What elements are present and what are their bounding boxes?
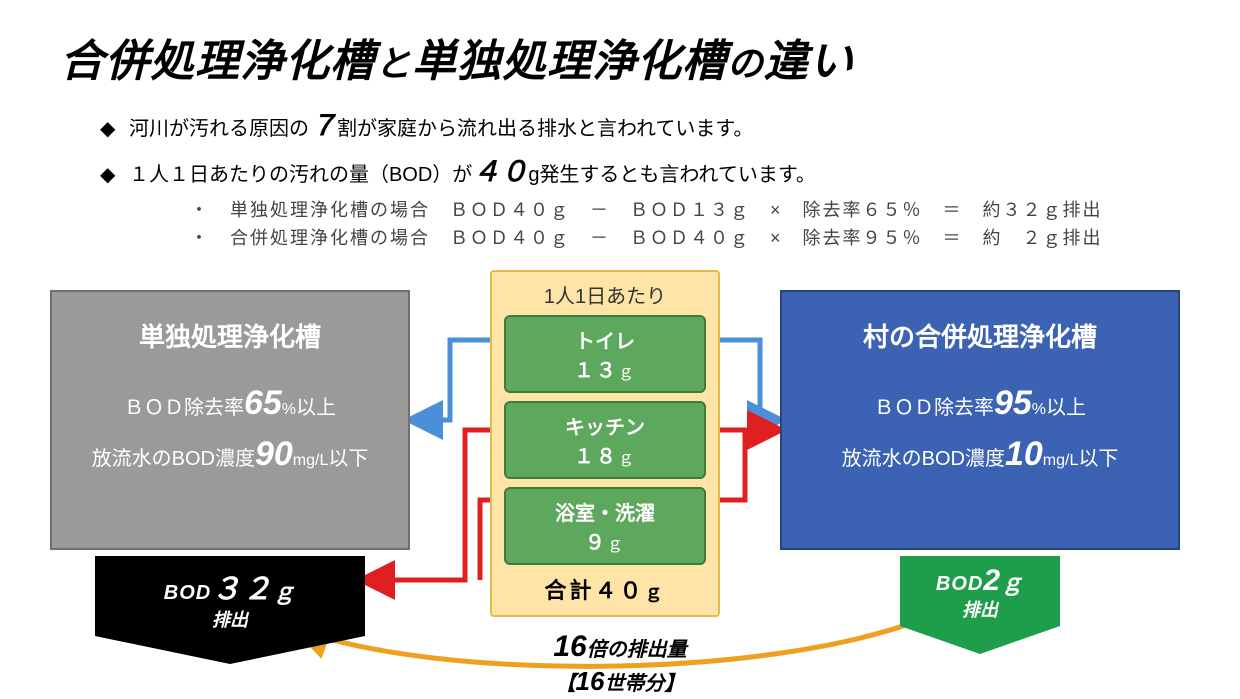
source-toilet: トイレ １３ｇ xyxy=(504,315,706,393)
left-l2-unit: mg/L xyxy=(293,452,329,469)
right-out-label: BOD xyxy=(936,573,983,595)
left-line-1: ＢＯＤ除去率65%以上 xyxy=(64,384,396,423)
source-kitchen-name: キッチン xyxy=(510,411,700,440)
left-l2-post: 以下 xyxy=(328,448,368,470)
bullet-2-em: ４０ xyxy=(472,156,528,187)
diamond-icon: ◆ xyxy=(100,164,115,186)
compare-bracket-close: 】 xyxy=(664,673,684,695)
right-line-1: ＢＯＤ除去率95%以上 xyxy=(794,384,1166,423)
compare-text: 倍の排出量 xyxy=(587,639,687,661)
right-l1-pre: ＢＯＤ除去率 xyxy=(874,397,994,419)
right-l2-big: 10 xyxy=(1005,435,1043,473)
center-total-label: 合計 xyxy=(544,578,594,603)
center-header: 1人1日あたり xyxy=(504,280,706,309)
calc-1-text: 単独処理浄化槽の場合 ＢＯＤ４０ｇ － ＢＯＤ１３ｇ × 除去率６５％ ＝ 約３… xyxy=(230,200,1103,220)
page-title: 合併処理浄化槽と単独処理浄化槽の違い xyxy=(0,0,1240,99)
left-out-unit: ｇ xyxy=(273,579,296,604)
right-line-2: 放流水のBOD濃度10mg/L以下 xyxy=(794,435,1166,474)
left-l1-pre: ＢＯＤ除去率 xyxy=(124,397,244,419)
compare-bracket-open: 【 xyxy=(556,673,576,695)
bullet-1-post: 割が家庭から流れ出る排水と言われています。 xyxy=(337,118,753,140)
left-tank-box: 単独処理浄化槽 ＢＯＤ除去率65%以上 放流水のBOD濃度90mg/L以下 xyxy=(50,290,410,550)
title-part2: 単独処理浄化槽 xyxy=(412,37,727,86)
source-kitchen-unit: ｇ xyxy=(618,450,636,467)
right-l1-post: 以上 xyxy=(1046,397,1086,419)
source-toilet-name: トイレ xyxy=(510,325,700,354)
source-bath-name: 浴室・洗濯 xyxy=(510,497,700,526)
right-l1-big: 95 xyxy=(994,384,1032,422)
left-title: 単独処理浄化槽 xyxy=(64,317,396,354)
source-toilet-val: １３ xyxy=(574,360,618,382)
center-sources-box: 1人1日あたり トイレ １３ｇ キッチン １８ｇ 浴室・洗濯 ９ｇ 合計４０ｇ xyxy=(490,270,720,617)
right-l2-post: 以下 xyxy=(1078,448,1118,470)
source-bath-unit: ｇ xyxy=(607,536,625,553)
title-part1: 合併処理浄化槽 xyxy=(60,37,375,86)
left-l1-big: 65 xyxy=(244,384,282,422)
right-out-sub: 排出 xyxy=(904,596,1056,622)
bullet-list: ◆ 河川が汚れる原因の７割が家庭から流れ出る排水と言われています。 ◆ １人１日… xyxy=(0,99,1240,250)
compare-num: 16 xyxy=(553,630,586,663)
bullet-2-unit: g xyxy=(528,164,539,186)
left-out-label: BOD xyxy=(164,582,211,604)
compare-l2-num: 16 xyxy=(576,666,605,696)
title-conj1: と xyxy=(375,43,412,84)
calc-line-1: ・単独処理浄化槽の場合 ＢＯＤ４０ｇ － ＢＯＤ１３ｇ × 除去率６５％ ＝ 約… xyxy=(100,196,1140,222)
diamond-icon: ◆ xyxy=(100,118,115,140)
source-kitchen: キッチン １８ｇ xyxy=(504,401,706,479)
bullet-2: ◆ １人１日あたりの汚れの量（BOD）が４０g発生するとも言われています。 xyxy=(100,150,1140,190)
right-l2-pre: 放流水のBOD濃度 xyxy=(842,448,1005,470)
left-l2-pre: 放流水のBOD濃度 xyxy=(92,448,255,470)
title-part3: 違い xyxy=(764,37,854,86)
right-out-value: 2 xyxy=(983,564,1001,597)
right-out-unit: ｇ xyxy=(1001,570,1024,595)
calc-2-text: 合併処理浄化槽の場合 ＢＯＤ４０ｇ － ＢＯＤ４０ｇ × 除去率９５％ ＝ 約 … xyxy=(230,228,1103,248)
left-line-2: 放流水のBOD濃度90mg/L以下 xyxy=(64,435,396,474)
diagram-area: 単独処理浄化槽 ＢＯＤ除去率65%以上 放流水のBOD濃度90mg/L以下 村の… xyxy=(0,260,1240,690)
center-total-unit: ｇ xyxy=(645,582,666,602)
bullet-2-pre: １人１日あたりの汚れの量（BOD）が xyxy=(129,164,472,186)
left-l1-unit: % xyxy=(282,401,296,418)
center-total-value: ４０ xyxy=(595,578,645,603)
source-toilet-unit: ｇ xyxy=(618,364,636,381)
source-kitchen-val: １８ xyxy=(574,446,618,468)
source-bath: 浴室・洗濯 ９ｇ xyxy=(504,487,706,565)
title-conj2: の xyxy=(727,43,764,84)
left-l2-big: 90 xyxy=(255,435,293,473)
bullet-1-em: ７ xyxy=(309,110,337,141)
calc-line-2: ・合併処理浄化槽の場合 ＢＯＤ４０ｇ － ＢＯＤ４０ｇ × 除去率９５％ ＝ 約… xyxy=(100,224,1140,250)
source-bath-val: ９ xyxy=(585,532,607,554)
right-l2-unit: mg/L xyxy=(1043,452,1079,469)
center-total: 合計４０ｇ xyxy=(504,573,706,605)
bullet-2-post: 発生するとも言われています。 xyxy=(539,164,815,186)
bullet-1-pre: 河川が汚れる原因の xyxy=(129,118,309,140)
right-title: 村の合併処理浄化槽 xyxy=(794,317,1166,354)
right-tank-box: 村の合併処理浄化槽 ＢＯＤ除去率95%以上 放流水のBOD濃度10mg/L以下 xyxy=(780,290,1180,550)
left-out-sub: 排出 xyxy=(99,606,361,632)
left-out-value: ３２ xyxy=(211,573,273,606)
compare-l2-text: 世帯分 xyxy=(604,673,664,695)
bullet-1: ◆ 河川が汚れる原因の７割が家庭から流れ出る排水と言われています。 xyxy=(100,104,1140,144)
comparison-text: 16倍の排出量 【16世帯分】 xyxy=(0,630,1240,697)
left-l1-post: 以上 xyxy=(296,397,336,419)
right-l1-unit: % xyxy=(1032,401,1046,418)
